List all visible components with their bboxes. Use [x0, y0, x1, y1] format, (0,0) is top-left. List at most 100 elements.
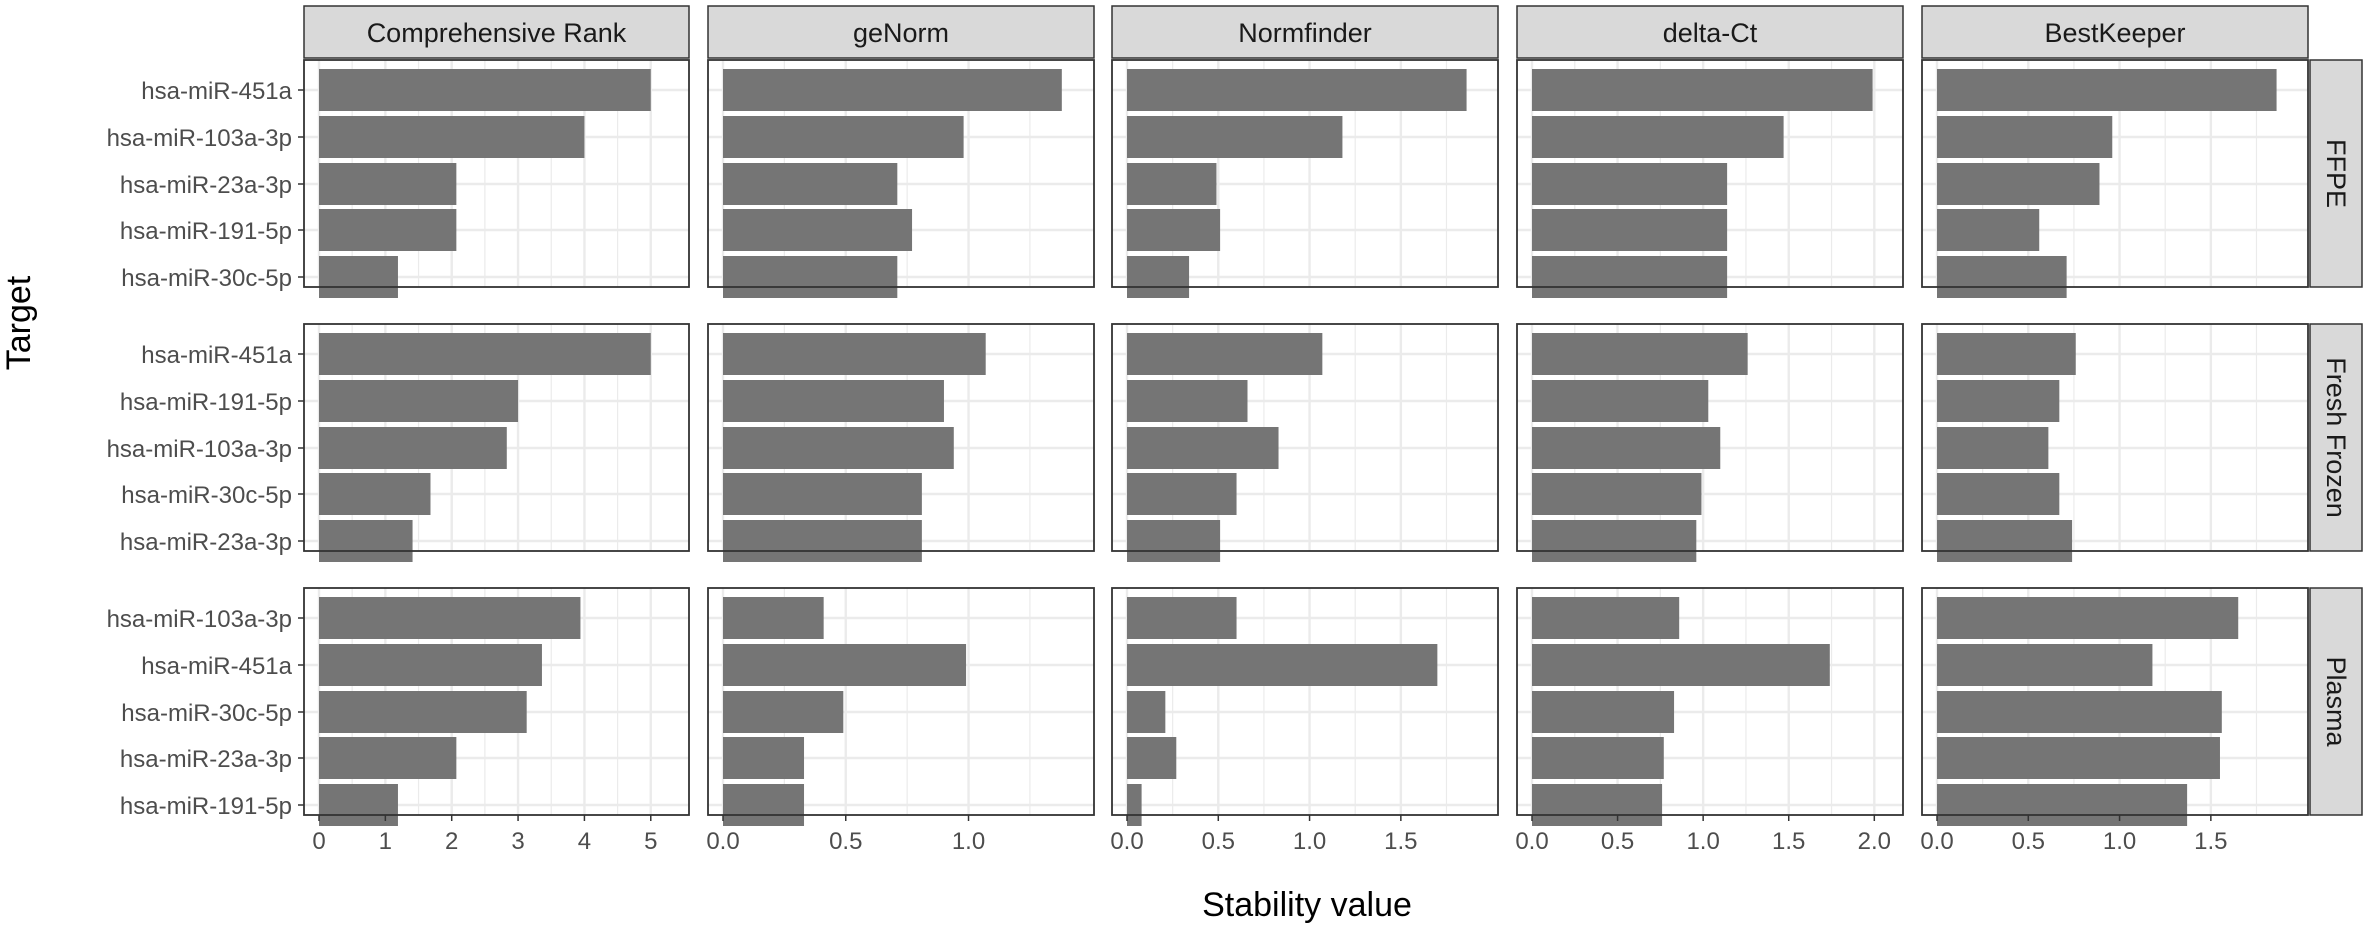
bar-plasma-normfinder-hsa-mir-23a-3p: [1127, 737, 1177, 779]
y-tick-label: hsa-miR-23a-3p: [120, 746, 292, 773]
y-axis-title: Target: [0, 275, 38, 370]
row-strip-label-fresh-frozen: Fresh Frozen: [2321, 357, 2351, 518]
panel-frame: [1111, 587, 1499, 816]
bar-ffpe-normfinder-hsa-mir-30c-5p: [1127, 256, 1190, 298]
bar-fresh-frozen-comprehensive-rank-hsa-mir-191-5p: [319, 380, 519, 422]
x-tick-label: 0.5: [1601, 828, 1634, 855]
x-tick-label: 1.5: [2194, 828, 2227, 855]
x-tick-label: 1.0: [1686, 828, 1719, 855]
bar-plasma-genorm-hsa-mir-451a: [723, 644, 967, 686]
bar-ffpe-comprehensive-rank-hsa-mir-30c-5p: [319, 256, 398, 298]
bar-fresh-frozen-bestkeeper-hsa-mir-103a-3p: [1937, 427, 2049, 469]
x-tick-label: 1.0: [952, 828, 985, 855]
bar-plasma-genorm-hsa-mir-30c-5p: [723, 691, 844, 733]
row-strip-fresh-frozen: [2309, 323, 2363, 552]
panel-frame: [1111, 59, 1499, 288]
bar-plasma-comprehensive-rank-hsa-mir-23a-3p: [319, 737, 457, 779]
bar-ffpe-bestkeeper-hsa-mir-451a: [1937, 69, 2277, 111]
bar-ffpe-delta-ct-hsa-mir-30c-5p: [1532, 256, 1728, 298]
y-tick-label: hsa-miR-191-5p: [120, 218, 292, 245]
bar-fresh-frozen-delta-ct-hsa-mir-191-5p: [1532, 380, 1709, 422]
y-tick-label: hsa-miR-451a: [141, 342, 292, 369]
bar-fresh-frozen-delta-ct-hsa-mir-23a-3p: [1532, 520, 1697, 562]
x-tick-label: 5: [644, 828, 657, 855]
bar-fresh-frozen-normfinder-hsa-mir-451a: [1127, 333, 1323, 375]
column-strip-label-delta-ct: delta-Ct: [1663, 18, 1758, 48]
bar-fresh-frozen-normfinder-hsa-mir-103a-3p: [1127, 427, 1279, 469]
bar-fresh-frozen-comprehensive-rank-hsa-mir-451a: [319, 333, 651, 375]
bar-ffpe-delta-ct-hsa-mir-451a: [1532, 69, 1873, 111]
bar-plasma-delta-ct-hsa-mir-191-5p: [1532, 784, 1663, 826]
y-tick-label: hsa-miR-23a-3p: [120, 529, 292, 556]
x-tick-label: 3: [511, 828, 524, 855]
column-strip-comprehensive-rank: [303, 5, 690, 59]
facet-strips-layer: Comprehensive Rank geNorm Normfinder delta-…: [303, 5, 2363, 816]
bar-fresh-frozen-normfinder-hsa-mir-191-5p: [1127, 380, 1248, 422]
bar-fresh-frozen-genorm-hsa-mir-191-5p: [723, 380, 944, 422]
bar-plasma-genorm-hsa-mir-191-5p: [723, 784, 805, 826]
bar-plasma-bestkeeper-hsa-mir-191-5p: [1937, 784, 2188, 826]
panel-frame: [303, 323, 690, 552]
bar-ffpe-delta-ct-hsa-mir-103a-3p: [1532, 116, 1784, 158]
x-tick-label: 0.5: [2012, 828, 2045, 855]
bar-fresh-frozen-normfinder-hsa-mir-23a-3p: [1127, 520, 1221, 562]
column-strip-genorm: [707, 5, 1095, 59]
bar-plasma-delta-ct-hsa-mir-30c-5p: [1532, 691, 1675, 733]
x-tick-label: 1: [379, 828, 392, 855]
row-strip-label-ffpe: FFPE: [2321, 139, 2351, 208]
bar-ffpe-normfinder-hsa-mir-103a-3p: [1127, 116, 1343, 158]
x-tick-label: 0.0: [706, 828, 739, 855]
panel-frames-layer: [303, 59, 2309, 816]
x-tick-label: 1.5: [1384, 828, 1417, 855]
bar-plasma-genorm-hsa-mir-23a-3p: [723, 737, 805, 779]
panel-frame: [1516, 323, 1904, 552]
x-tick-label: 4: [578, 828, 591, 855]
bar-ffpe-genorm-hsa-mir-103a-3p: [723, 116, 964, 158]
bar-ffpe-bestkeeper-hsa-mir-103a-3p: [1937, 116, 2113, 158]
y-tick-label: hsa-miR-191-5p: [120, 793, 292, 820]
panel-frame: [1516, 587, 1904, 816]
panel-frame: [707, 587, 1095, 816]
bar-ffpe-normfinder-hsa-mir-191-5p: [1127, 209, 1221, 251]
panel-frame: [1516, 59, 1904, 288]
bar-fresh-frozen-delta-ct-hsa-mir-103a-3p: [1532, 427, 1721, 469]
column-strip-label-comprehensive-rank: Comprehensive Rank: [367, 18, 627, 48]
bar-ffpe-genorm-hsa-mir-451a: [723, 69, 1062, 111]
bar-plasma-bestkeeper-hsa-mir-30c-5p: [1937, 691, 2222, 733]
bar-plasma-delta-ct-hsa-mir-451a: [1532, 644, 1830, 686]
bar-plasma-normfinder-hsa-mir-30c-5p: [1127, 691, 1166, 733]
panel-frame: [303, 59, 690, 288]
bar-ffpe-genorm-hsa-mir-191-5p: [723, 209, 913, 251]
bar-plasma-normfinder-hsa-mir-103a-3p: [1127, 597, 1237, 639]
row-strip-label-plasma: Plasma: [2321, 656, 2351, 747]
bar-plasma-bestkeeper-hsa-mir-103a-3p: [1937, 597, 2239, 639]
column-strip-normfinder: [1111, 5, 1499, 59]
bar-ffpe-delta-ct-hsa-mir-23a-3p: [1532, 163, 1728, 205]
x-tick-label: 2: [445, 828, 458, 855]
panel-frame: [1921, 59, 2309, 288]
bar-plasma-bestkeeper-hsa-mir-23a-3p: [1937, 737, 2220, 779]
column-strip-bestkeeper: [1921, 5, 2309, 59]
column-strip-delta-ct: [1516, 5, 1904, 59]
bar-ffpe-comprehensive-rank-hsa-mir-451a: [319, 69, 651, 111]
bar-fresh-frozen-comprehensive-rank-hsa-mir-103a-3p: [319, 427, 507, 469]
bar-ffpe-delta-ct-hsa-mir-191-5p: [1532, 209, 1728, 251]
panel-frame: [1921, 323, 2309, 552]
row-strip-ffpe: [2309, 59, 2363, 288]
x-axis-title: Stability value: [1202, 886, 1412, 924]
bar-fresh-frozen-bestkeeper-hsa-mir-23a-3p: [1937, 520, 2073, 562]
bar-plasma-bestkeeper-hsa-mir-451a: [1937, 644, 2153, 686]
bar-plasma-comprehensive-rank-hsa-mir-191-5p: [319, 784, 398, 826]
bar-fresh-frozen-genorm-hsa-mir-30c-5p: [723, 473, 922, 515]
bar-plasma-comprehensive-rank-hsa-mir-30c-5p: [319, 691, 527, 733]
y-tick-label: hsa-miR-191-5p: [120, 389, 292, 416]
bar-plasma-delta-ct-hsa-mir-23a-3p: [1532, 737, 1664, 779]
row-strip-plasma: [2309, 587, 2363, 816]
bar-ffpe-genorm-hsa-mir-23a-3p: [723, 163, 898, 205]
x-tick-label: 1.5: [1772, 828, 1805, 855]
bar-plasma-genorm-hsa-mir-103a-3p: [723, 597, 824, 639]
bar-plasma-normfinder-hsa-mir-191-5p: [1127, 784, 1142, 826]
x-tick-label: 0.5: [1202, 828, 1235, 855]
bar-ffpe-normfinder-hsa-mir-23a-3p: [1127, 163, 1217, 205]
